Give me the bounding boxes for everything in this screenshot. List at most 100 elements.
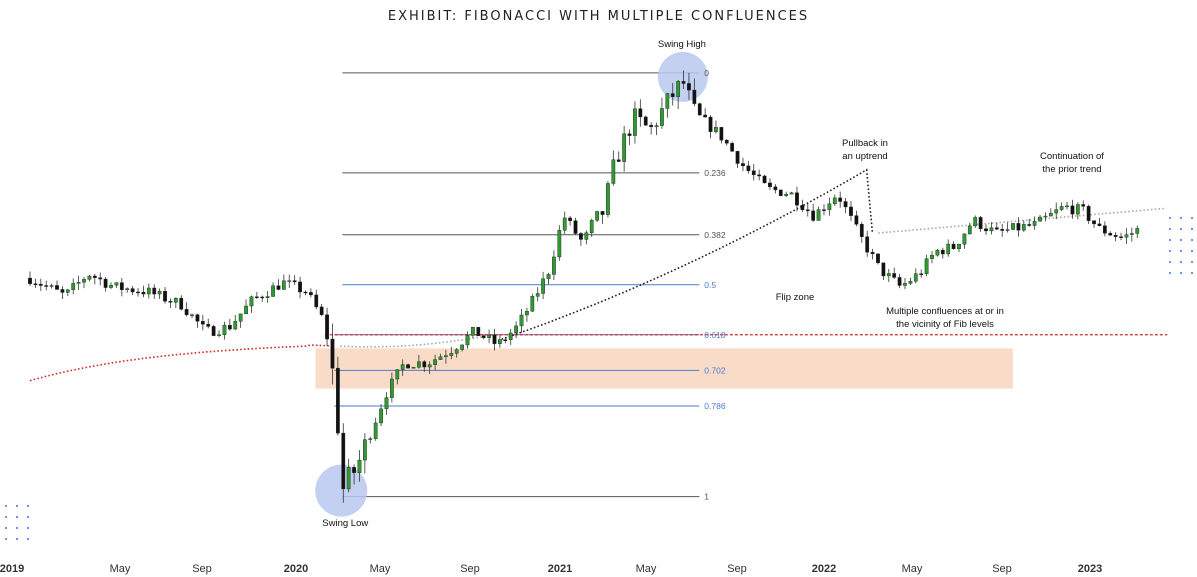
candle-body-180 xyxy=(1000,229,1005,231)
candle-body-12 xyxy=(92,275,97,278)
candle-body-96 xyxy=(546,274,551,279)
candle-body-131 xyxy=(735,151,740,164)
candle-body-118 xyxy=(665,93,670,109)
candle-body-37 xyxy=(227,325,232,330)
candle-body-63 xyxy=(368,438,373,440)
candle-body-47 xyxy=(281,280,286,290)
candle-body-147 xyxy=(822,209,826,211)
candle-body-142 xyxy=(795,192,799,206)
candle-body-145 xyxy=(811,210,816,221)
candle-body-16 xyxy=(114,282,119,286)
candle-body-7 xyxy=(65,289,70,293)
deco-dots-right-3-1 xyxy=(1179,249,1183,253)
candle-body-169 xyxy=(940,249,945,255)
candle-body-4 xyxy=(49,285,54,287)
candle-body-91 xyxy=(519,314,524,327)
candle-body-150 xyxy=(838,197,843,202)
candle-body-97 xyxy=(552,256,556,275)
deco-dots-right-5-0 xyxy=(1168,271,1172,275)
x-tick-label-6: 2021 xyxy=(548,563,572,575)
deco-dots-right-1-2 xyxy=(1190,227,1194,231)
candle-body-113 xyxy=(638,108,643,118)
confluences-label-1: the vicinity of Fib levels xyxy=(896,319,994,330)
x-tick-label-2: Sep xyxy=(192,563,212,575)
deco-dots-right-0-2 xyxy=(1190,216,1194,220)
deco-dots-left-3-2 xyxy=(26,537,30,541)
candle-body-115 xyxy=(649,125,654,128)
deco-dots-right-3-0 xyxy=(1168,249,1172,253)
candle-body-195 xyxy=(1081,204,1086,207)
candle-body-164 xyxy=(913,273,918,282)
deco-dots-right-4-1 xyxy=(1179,260,1183,264)
candle-body-168 xyxy=(935,249,940,256)
candle-body-28 xyxy=(179,297,184,310)
candle-body-79 xyxy=(454,349,459,354)
candle-body-35 xyxy=(217,334,221,336)
candle-body-95 xyxy=(541,278,545,294)
candle-body-125 xyxy=(703,114,708,118)
candle-body-192 xyxy=(1065,205,1069,208)
deco-dots-left-2-2 xyxy=(26,526,30,530)
candle-body-27 xyxy=(173,297,178,303)
candle-body-94 xyxy=(535,293,540,297)
candle-body-130 xyxy=(730,143,735,152)
candle-body-51 xyxy=(303,291,308,294)
candle-body-110 xyxy=(622,133,627,162)
candle-body-105 xyxy=(595,211,599,221)
candle-body-193 xyxy=(1070,205,1075,215)
candle-body-122 xyxy=(687,83,691,91)
candle-body-187 xyxy=(1038,216,1042,222)
fib-label-7: 1 xyxy=(704,492,709,502)
candle-body-45 xyxy=(271,285,275,297)
candle-body-25 xyxy=(163,291,167,302)
candle-body-33 xyxy=(206,323,211,327)
candle-body-69 xyxy=(400,364,405,370)
candle-body-76 xyxy=(438,356,443,360)
candle-body-52 xyxy=(308,292,313,296)
deco-dots-right-5-1 xyxy=(1179,271,1183,275)
x-tick-label-10: May xyxy=(902,563,923,575)
candle-body-100 xyxy=(568,217,572,221)
candle-body-32 xyxy=(200,321,205,325)
candle-body-98 xyxy=(557,230,562,258)
candle-body-165 xyxy=(919,273,924,275)
pullback-label-1: an uptrend xyxy=(842,151,887,162)
x-tick-label-5: Sep xyxy=(460,563,480,575)
candle-body-59 xyxy=(346,467,351,490)
deco-dots-right-2-0 xyxy=(1168,238,1172,242)
candle-body-78 xyxy=(449,353,454,356)
deco-dots-right-3-2 xyxy=(1190,249,1194,253)
x-tick-label-0: 2019 xyxy=(0,563,24,575)
candle-body-92 xyxy=(525,311,529,316)
candle-body-141 xyxy=(789,192,794,195)
candle-body-201 xyxy=(1113,235,1118,237)
deco-dots-right-1-0 xyxy=(1168,227,1172,231)
candle-body-128 xyxy=(719,127,724,141)
candle-body-183 xyxy=(1016,223,1021,231)
deco-dots-left-0-1 xyxy=(15,504,19,508)
candle-body-153 xyxy=(854,215,859,225)
candle-body-176 xyxy=(978,217,983,229)
candle-body-181 xyxy=(1005,229,1010,231)
candle-body-177 xyxy=(984,228,988,232)
candle-body-134 xyxy=(751,170,756,176)
candle-body-40 xyxy=(244,305,248,315)
candle-body-197 xyxy=(1092,220,1096,225)
candle-body-121 xyxy=(681,81,686,84)
candle-body-129 xyxy=(724,139,729,144)
candle-body-26 xyxy=(168,300,173,303)
candle-body-111 xyxy=(627,133,632,136)
deco-dots-right-5-2 xyxy=(1190,271,1194,275)
candle-body-22 xyxy=(146,287,151,295)
candle-body-6 xyxy=(60,289,65,293)
candle-body-191 xyxy=(1059,206,1064,210)
candle-body-148 xyxy=(827,203,832,211)
candle-body-107 xyxy=(606,183,610,215)
candle-body-186 xyxy=(1032,221,1037,226)
candle-body-30 xyxy=(190,314,194,316)
candle-body-178 xyxy=(989,227,994,232)
candle-body-137 xyxy=(768,182,772,188)
candle-body-87 xyxy=(498,339,502,344)
candle-body-185 xyxy=(1027,224,1032,226)
